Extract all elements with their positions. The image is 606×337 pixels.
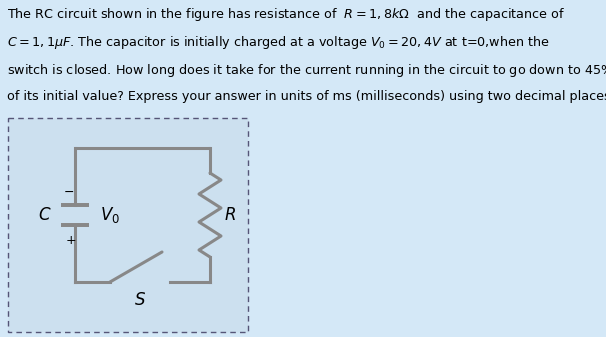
Text: $R$: $R$: [224, 206, 236, 224]
Bar: [8, 118, 248, 332]
Text: $V_0$: $V_0$: [100, 205, 120, 225]
Text: $+$: $+$: [65, 235, 76, 247]
Text: of its initial value? Express your answer in units of ms (milliseconds) using tw: of its initial value? Express your answe…: [7, 90, 606, 103]
Text: $C$: $C$: [38, 206, 52, 224]
Text: switch is closed. How long does it take for the current running in the circuit t: switch is closed. How long does it take …: [7, 62, 606, 79]
Text: $C = 1,1\mu F$. The capacitor is initially charged at a voltage $V_0 = 20,4V$ at: $C = 1,1\mu F$. The capacitor is initial…: [7, 34, 550, 51]
Text: $-$: $-$: [64, 184, 75, 197]
Text: The RC circuit shown in the figure has resistance of  $R = 1,8k\Omega$  and the : The RC circuit shown in the figure has r…: [7, 6, 565, 23]
Text: $S$: $S$: [134, 291, 146, 309]
